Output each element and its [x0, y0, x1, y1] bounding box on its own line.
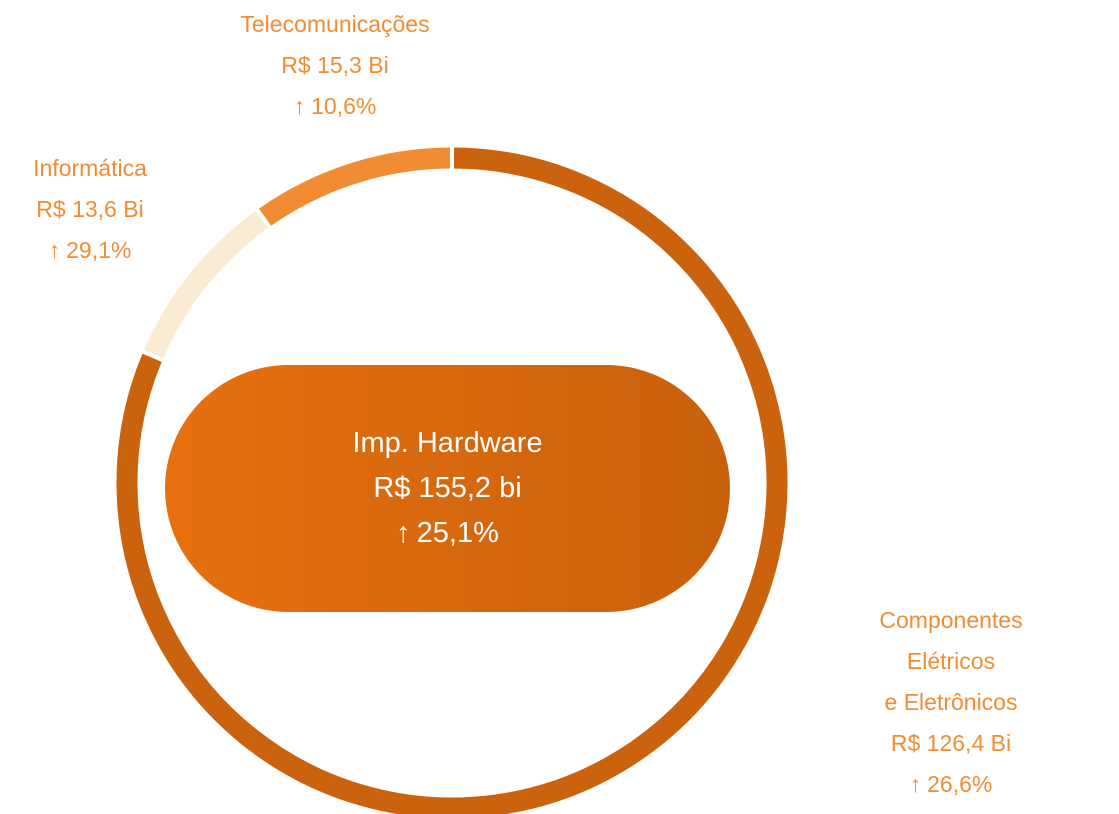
- value-label: R$ 15,3 Bi: [281, 52, 389, 78]
- arrow-icon: ↑: [396, 517, 411, 549]
- center-value: R$ 155,2 bi: [373, 472, 522, 504]
- center-growth: ↑ 25,1%: [165, 511, 730, 556]
- center-pill: Imp. Hardware R$ 155,2 bi ↑ 25,1%: [165, 365, 730, 612]
- growth-line: ↑ 26,6%: [867, 764, 1035, 805]
- center-label: Imp. Hardware: [352, 427, 543, 459]
- growth-line: ↑ 29,1%: [33, 230, 147, 271]
- center-growth-label: 25,1%: [416, 517, 499, 549]
- segment-gap: [249, 200, 278, 237]
- segment-label: Componentes Elétricos e Eletrônicos R$ 12…: [867, 600, 1035, 805]
- category-label: Telecomunicações: [240, 11, 430, 37]
- category-label: Informática: [33, 155, 147, 181]
- growth-label: 26,6%: [927, 771, 993, 797]
- growth-label: 29,1%: [66, 237, 132, 263]
- value-label: R$ 13,6 Bi: [36, 196, 144, 222]
- segment-gap: [132, 345, 173, 367]
- growth-label: 10,6%: [311, 93, 377, 119]
- arrow-icon: ↑: [293, 93, 306, 119]
- value-label: R$ 126,4 Bi: [890, 730, 1012, 756]
- donut-segment: [116, 147, 788, 814]
- segment-label: Informática R$ 13,6 Bi ↑ 29,1%: [33, 148, 147, 271]
- growth-line: ↑ 10,6%: [240, 86, 429, 127]
- arrow-icon: ↑: [909, 771, 922, 797]
- donut-segment: [257, 147, 453, 227]
- category-label: Componentes Elétricos e Eletrônicos: [879, 607, 1023, 715]
- arrow-icon: ↑: [48, 237, 61, 263]
- donut-segment: [143, 209, 270, 361]
- segment-label: Telecomunicações R$ 15,3 Bi ↑ 10,6%: [240, 4, 429, 127]
